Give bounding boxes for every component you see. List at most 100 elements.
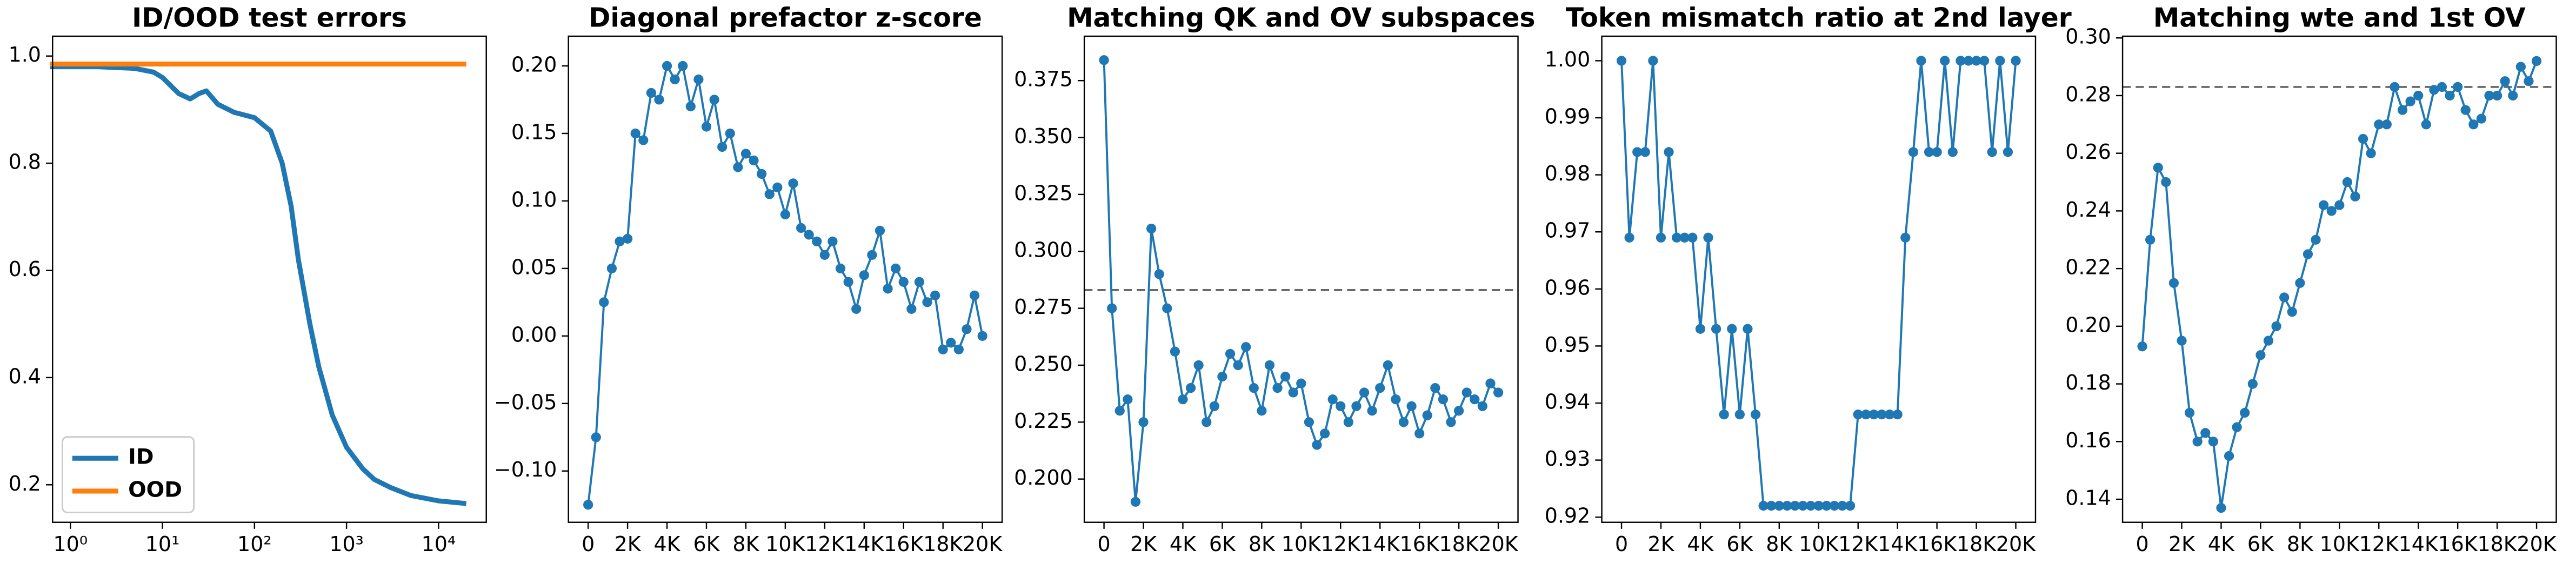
data-point [1162, 303, 1172, 313]
data-point [1987, 147, 1997, 157]
y-tick-label: 0.97 [1545, 219, 1591, 243]
data-point [2515, 62, 2526, 72]
x-tick-label: 10K [1799, 532, 1839, 556]
data-point [2319, 200, 2329, 210]
x-tick-label: 0 [1097, 532, 1110, 556]
data-point [1963, 56, 1974, 66]
data-line [50, 64, 467, 506]
data-point [1453, 406, 1464, 416]
x-tick-label: 12K [1838, 532, 1878, 556]
data-point [1257, 406, 1267, 416]
data-point [1632, 147, 1643, 157]
data-point [1774, 500, 1784, 511]
data-point [685, 101, 696, 112]
y-tick-label: 0.275 [1014, 295, 1073, 319]
data-point [2168, 278, 2179, 288]
x-tick-label: 10K [2320, 532, 2360, 556]
y-tick-label: 0.20 [511, 52, 557, 76]
x-tick-label: 4K [2208, 532, 2235, 556]
data-point [914, 277, 925, 287]
y-tick-label: 0.250 [1014, 352, 1073, 375]
y-tick-label: 0.05 [511, 255, 557, 279]
data-point [678, 61, 688, 71]
data-point [812, 236, 822, 247]
y-tick-label: −0.10 [494, 458, 557, 481]
data-point [2358, 133, 2368, 144]
data-point [977, 331, 987, 341]
x-tick-label: 20K [1996, 532, 2036, 556]
x-tick-label: 18K [2477, 532, 2517, 556]
data-point [1288, 387, 1298, 398]
y-tick-label: 0.350 [1014, 124, 1073, 148]
data-point [1296, 378, 1306, 388]
data-point [622, 233, 633, 244]
data-point [2397, 105, 2408, 115]
data-point [1099, 55, 1109, 65]
data-point [606, 263, 617, 273]
data-point [2303, 249, 2313, 259]
data-point [1908, 147, 1918, 157]
data-point [2413, 90, 2424, 101]
x-tick-label: 20K [963, 532, 1003, 556]
x-tick-label: 6K [2247, 532, 2274, 556]
data-point [898, 277, 909, 287]
data-point [1193, 360, 1204, 371]
data-point [2508, 90, 2518, 101]
data-point [1470, 394, 1480, 405]
data-point [843, 277, 853, 287]
data-point [1947, 147, 1958, 157]
y-tick-label: 0.375 [1014, 68, 1073, 91]
subplot-title: Diagonal prefactor z-score [589, 3, 982, 33]
data-point [1438, 394, 1449, 405]
y-tick-label: 0.8 [9, 150, 41, 174]
data-point [615, 236, 625, 247]
data-point [1233, 360, 1243, 371]
data-point [1485, 378, 1496, 388]
data-point [2208, 437, 2218, 447]
y-tick-label: 0.2 [9, 472, 41, 495]
data-point [2445, 90, 2455, 101]
x-tick-label: 4K [1687, 532, 1714, 556]
data-point [1916, 56, 1926, 66]
data-point [1414, 428, 1425, 439]
y-tick-label: 0.95 [1545, 333, 1591, 357]
data-point [2161, 177, 2171, 187]
data-point [2311, 234, 2321, 245]
data-point [1727, 324, 1737, 334]
data-point [701, 122, 712, 132]
x-tick-label: 18K [923, 532, 963, 556]
subplot: ID/OOD test errors 0.2 0.4 0.6 0.8 1.0 10⁰ 10¹ 1… [9, 3, 487, 556]
data-point [1130, 497, 1141, 507]
axes-frame [568, 35, 1003, 523]
data-point [1932, 147, 1942, 157]
data-point [2287, 307, 2297, 317]
data-point [2476, 113, 2487, 124]
data-point [2342, 177, 2353, 187]
data-point [2390, 82, 2400, 92]
data-point [1995, 56, 2005, 66]
x-tick-label: 8K [732, 532, 759, 556]
data-point [1971, 56, 1981, 66]
data-point [851, 304, 862, 314]
y-tick-label: 0.99 [1545, 105, 1591, 129]
data-point [2350, 191, 2360, 202]
data-point [1391, 394, 1401, 405]
data-point [1679, 232, 1690, 243]
data-point [1217, 371, 1227, 382]
data-point [1430, 383, 1440, 393]
subplot: Diagonal prefactor z-score −0.10 −0.05 0.00… [494, 3, 1003, 556]
data-point [1624, 232, 1634, 243]
x-tick-label: 10² [237, 532, 272, 556]
data-point [2184, 407, 2195, 418]
x-tick-label: 14K [1360, 532, 1400, 556]
y-tick-label: 1.00 [1545, 48, 1591, 71]
y-tick-label: 1.0 [9, 43, 41, 66]
data-point [1477, 401, 1488, 411]
data-point [1185, 383, 1196, 393]
data-point [2153, 163, 2163, 173]
data-point [1845, 500, 1856, 511]
data-point [1170, 346, 1180, 357]
data-point [1422, 410, 1432, 420]
data-point [1272, 383, 1283, 393]
data-point [946, 338, 956, 348]
